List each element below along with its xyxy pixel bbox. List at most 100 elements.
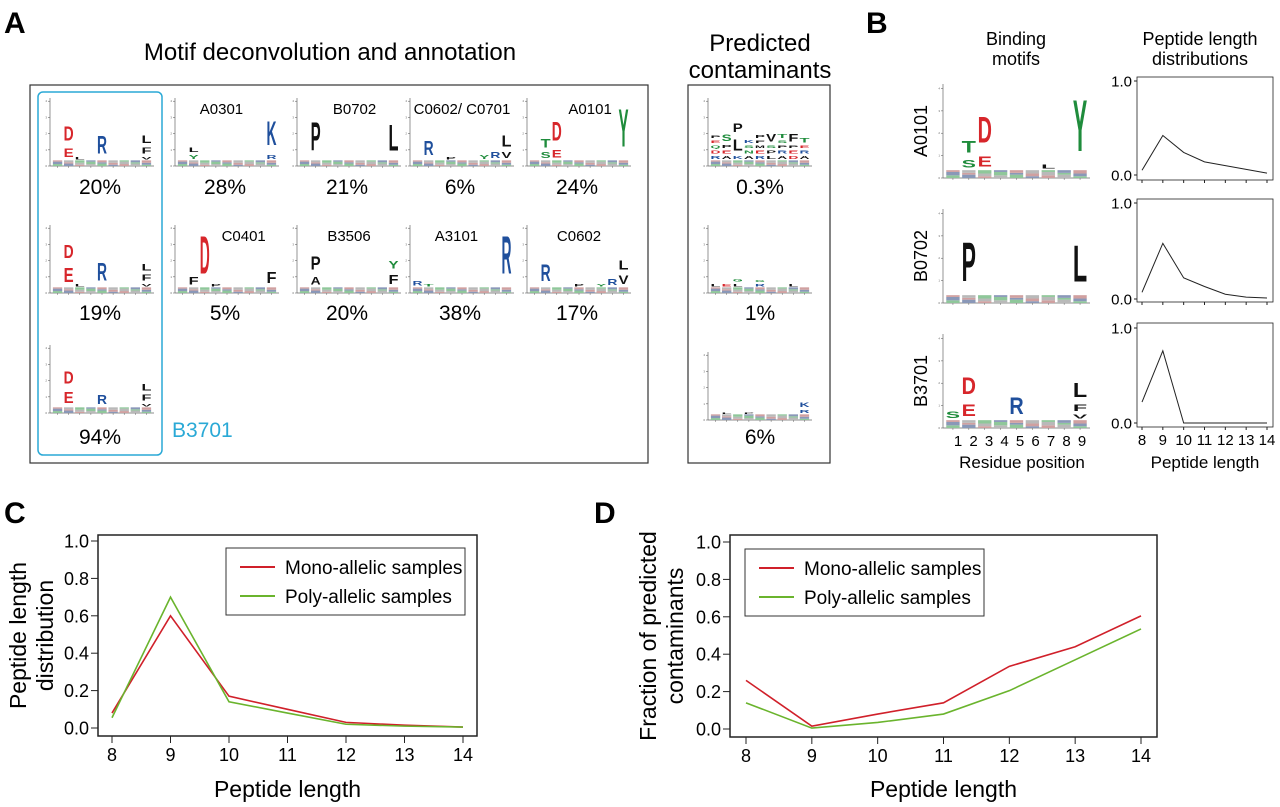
logo-letter: L <box>711 283 722 288</box>
logo-background-residue <box>222 287 232 290</box>
logo-background-residue <box>962 422 976 425</box>
logo-background-residue <box>1073 301 1087 303</box>
logo-letter-group: R <box>490 151 501 160</box>
logo-letter-group: A <box>799 155 810 160</box>
logo-letter: A <box>744 155 755 160</box>
logo-background-residue <box>108 287 118 290</box>
logo-background-residue <box>541 160 551 163</box>
logo-background-residue <box>1025 173 1040 177</box>
logo-background-residue <box>86 161 96 165</box>
logo-background-residue <box>52 288 63 292</box>
logo-background-residue <box>946 420 960 422</box>
logo-letter-group: A <box>722 155 733 160</box>
logo-background-residue <box>97 409 107 411</box>
motif-percent: 28% <box>204 176 246 199</box>
logo-letter-group: A <box>744 155 755 160</box>
logo-background-residue <box>788 160 798 163</box>
logo-background-residue <box>755 290 765 293</box>
logo-background-residue <box>119 408 129 412</box>
logo-y-tick-label: 1 <box>522 275 524 279</box>
x-tick-label: 11 <box>278 745 297 765</box>
logo-letter: L <box>75 283 86 288</box>
logo-letter: R <box>97 133 107 161</box>
logo-background-residue <box>744 415 754 419</box>
logo-background-residue <box>710 287 721 289</box>
logo-background-residue <box>141 407 152 410</box>
logo-background-residue <box>64 163 74 166</box>
logo-background-residue <box>446 288 456 292</box>
logo-background-residue <box>744 414 754 416</box>
logo-background-residue <box>541 162 551 164</box>
logo-background-residue <box>322 291 332 293</box>
logo-letter: Q <box>711 144 721 149</box>
logo-background-residue <box>322 164 332 166</box>
logo-letter: P <box>311 116 321 160</box>
logo-background-residue <box>189 290 199 293</box>
logo-letter: P <box>711 135 721 140</box>
logo-background-residue <box>377 160 387 163</box>
logo-background-residue <box>607 162 617 164</box>
logo-letter-group: S <box>766 144 776 149</box>
logo-background-residue <box>468 291 478 293</box>
length-dist-title-2: distributions <box>1152 49 1248 69</box>
logo-background-residue <box>244 287 254 289</box>
logo-letter: F <box>1073 403 1088 414</box>
logo-background-residue <box>552 160 562 163</box>
logo-background-residue <box>311 162 321 164</box>
logo-y-tick-label: 3 <box>45 115 47 119</box>
logo-letter-group: P <box>446 156 456 161</box>
logo-background-residue <box>722 162 732 164</box>
logo-background-residue <box>490 162 500 164</box>
allele-label: A3101 <box>435 228 478 245</box>
logo-background-residue <box>766 160 776 163</box>
logo-background-residue <box>618 160 629 163</box>
logo-background-residue <box>446 161 456 165</box>
logo-y-tick-label: 0 <box>938 176 940 180</box>
logo-background-residue <box>211 288 221 292</box>
logo-background-residue <box>766 291 776 293</box>
logo-background-residue <box>946 171 960 176</box>
logo-letter: V <box>141 403 153 408</box>
logo-background-residue <box>119 291 129 293</box>
panel-b-length-chart: 0.0 1.0 <box>1111 195 1274 308</box>
logo-y-tick-label: 3 <box>703 369 705 373</box>
logo-y-tick-label: 3 <box>405 242 407 246</box>
logo-background-residue <box>1041 171 1055 176</box>
logo-background-residue <box>479 160 489 162</box>
logo-background-residue <box>978 295 992 299</box>
logo-letter: P <box>788 144 798 149</box>
logo-letter: E <box>755 149 765 154</box>
residue-tick-label: 6 <box>1031 433 1039 450</box>
logo-background-residue <box>388 160 399 163</box>
logo-y-tick-label: 0 <box>938 426 940 430</box>
logo-letter-group: P <box>722 144 732 149</box>
logo-background-residue <box>1025 426 1040 428</box>
logo-background-residue <box>130 410 140 413</box>
logo-letter: N <box>744 149 755 154</box>
logo-background-residue <box>946 425 960 428</box>
logo-letter-group: G <box>755 279 766 282</box>
logo-letter: V <box>1073 414 1089 420</box>
panel-a-title: Motif deconvolution and annotation <box>144 39 516 66</box>
logo-background-residue <box>1073 176 1087 178</box>
logo-background-residue <box>993 300 1008 303</box>
logo-background-residue <box>233 160 243 163</box>
logo-background-residue <box>1009 295 1024 298</box>
logo-letter: T <box>424 283 435 288</box>
logo-letter: R <box>413 279 423 287</box>
logo-background-residue <box>766 416 776 419</box>
logo-y-tick-label: 3 <box>522 242 524 246</box>
logo-background-residue <box>618 287 629 290</box>
legend-label: Mono-allelic samples <box>804 559 981 580</box>
logo-y-tick-label: 3 <box>45 362 47 366</box>
logo-letter: D <box>64 242 74 263</box>
logo-background-residue <box>755 416 765 418</box>
logo-background-residue <box>52 161 63 165</box>
logo-y-tick-label: 4 <box>703 353 705 357</box>
logo-background-residue <box>266 287 277 290</box>
x-tick-label: 14 <box>1131 746 1151 766</box>
logo-background-residue <box>130 162 140 164</box>
logo-background-residue <box>710 414 721 416</box>
logo-background-residue <box>468 160 478 163</box>
logo-background-residue <box>946 175 960 178</box>
